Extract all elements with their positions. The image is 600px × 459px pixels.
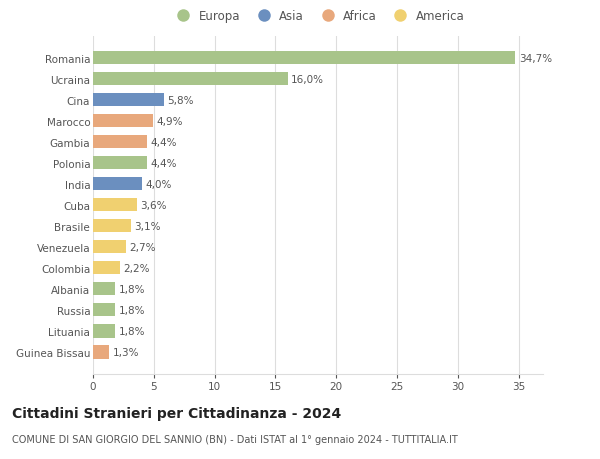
Text: 4,4%: 4,4% [150,158,176,168]
Text: 1,3%: 1,3% [112,347,139,357]
Bar [93,220,131,233]
Text: 4,0%: 4,0% [145,179,172,190]
Bar [93,304,115,317]
Text: 2,7%: 2,7% [130,242,156,252]
Text: 4,4%: 4,4% [150,138,176,147]
Text: 34,7%: 34,7% [518,54,552,63]
Text: 16,0%: 16,0% [291,74,324,84]
Text: 1,8%: 1,8% [119,305,145,315]
Bar [93,199,137,212]
Bar [93,94,164,107]
Legend: Europa, Asia, Africa, America: Europa, Asia, Africa, America [167,5,469,28]
Text: 1,8%: 1,8% [119,284,145,294]
Bar [93,136,146,149]
Bar [93,283,115,296]
Bar [93,241,126,254]
Bar [93,346,109,359]
Bar [93,52,515,65]
Text: COMUNE DI SAN GIORGIO DEL SANNIO (BN) - Dati ISTAT al 1° gennaio 2024 - TUTTITAL: COMUNE DI SAN GIORGIO DEL SANNIO (BN) - … [12,434,458,444]
Text: 3,6%: 3,6% [140,201,167,210]
Text: 4,9%: 4,9% [156,117,183,127]
Text: 2,2%: 2,2% [124,263,150,273]
Bar [93,73,287,86]
Bar [93,115,152,128]
Bar [93,157,146,170]
Text: 1,8%: 1,8% [119,326,145,336]
Text: 5,8%: 5,8% [167,95,194,106]
Bar [93,178,142,191]
Bar [93,262,120,275]
Text: 3,1%: 3,1% [134,221,161,231]
Bar [93,325,115,338]
Text: Cittadini Stranieri per Cittadinanza - 2024: Cittadini Stranieri per Cittadinanza - 2… [12,406,341,420]
